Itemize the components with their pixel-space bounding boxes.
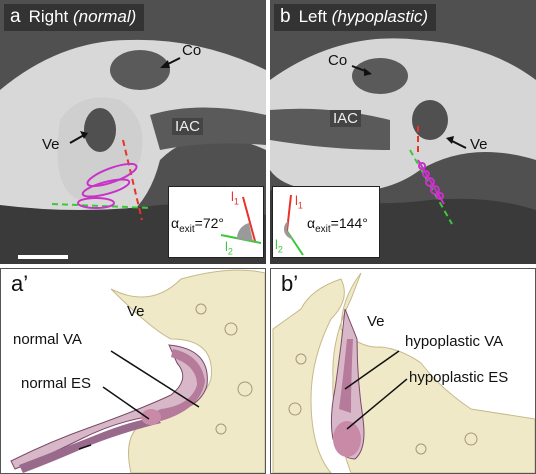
angle-diagram-b [283, 194, 304, 256]
co-label: Co [328, 52, 348, 69]
iac-label: IAC [330, 110, 362, 127]
ve-arrow [69, 134, 85, 144]
ve-label: Ve [127, 303, 145, 320]
angle-inset-a: αexit=72° l1 l2 [168, 186, 264, 258]
panel-b-prime-drawing: b’ Ve hypoplastic VA hypoplastic ES [270, 268, 536, 474]
normal-va-label: normal VA [13, 331, 82, 348]
angle-inset-b: αexit=144° l1 l2 [272, 186, 380, 258]
panel-a-title: a Right (normal) [4, 4, 145, 31]
l2-inset-label-a: l2 [225, 239, 233, 257]
illustration-normal [10, 269, 265, 473]
hypoplastic-va-label: hypoplastic VA [405, 333, 504, 350]
illustration-hypoplastic [272, 272, 535, 473]
ve-label: Ve [470, 136, 488, 153]
panel-b-ct: b Left (hypoplastic) Co IAC Ve αexit=144°… [270, 0, 536, 264]
l2-inset-label-b: l2 [275, 237, 283, 255]
iac-label: IAC [172, 118, 204, 135]
hypoplastic-es-label: hypoplastic ES [409, 369, 509, 386]
panel-a-prime-letter: a’ [11, 271, 29, 296]
l1-inset-label-a: l1 [231, 189, 239, 207]
l1-inset-label-b: l1 [295, 193, 303, 211]
ve-label: Ve [367, 313, 385, 330]
vestibular-aqueduct-overlay [86, 162, 138, 188]
panel-a-ct: a Right (normal) Co IAC Ve αexit=72° l1 l… [0, 0, 266, 264]
hypoplastic-va-overlay [417, 159, 445, 205]
ve-label: Ve [42, 136, 60, 153]
l2-line [51, 203, 153, 209]
normal-es-label: normal ES [21, 375, 92, 392]
l1-line [122, 139, 143, 221]
panel-a-prime-drawing: a’ Ve normal VA normal ES [0, 268, 266, 474]
co-label: Co [182, 42, 202, 59]
panel-b-prime-letter: b’ [281, 271, 299, 296]
panel-b-title: b Left (hypoplastic) [274, 4, 437, 31]
angle-diagram-a [220, 196, 262, 244]
alpha-exit-b: αexit=144° [307, 215, 368, 235]
alpha-exit-a: αexit=72° [171, 215, 225, 235]
